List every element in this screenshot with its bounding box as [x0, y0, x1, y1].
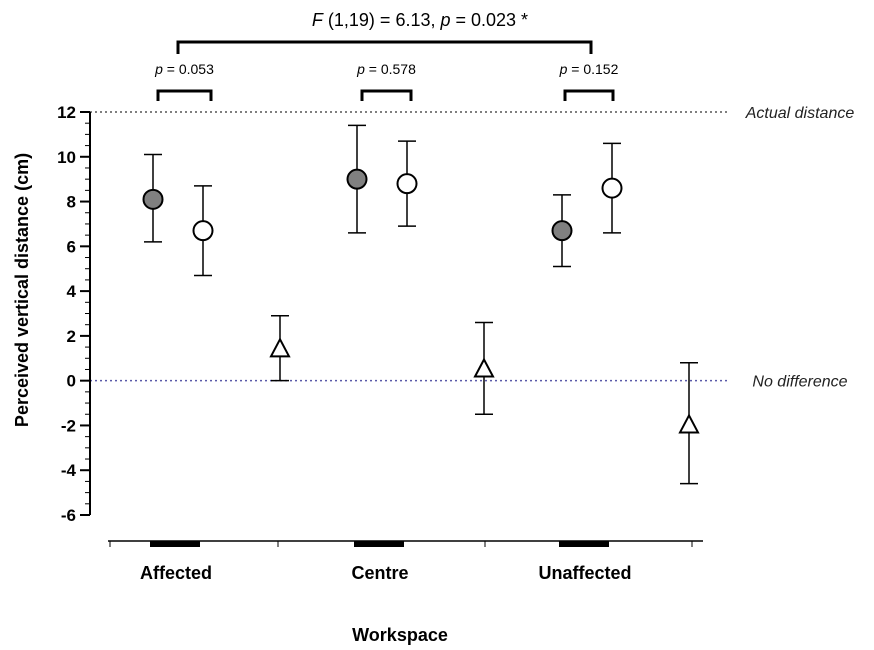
overall-bracket: [176, 40, 593, 54]
data-point-filled: [551, 220, 573, 242]
pair-stat-label: p = 0.053: [154, 61, 214, 77]
x-axis-title: Workspace: [352, 625, 448, 645]
pair-bracket: [156, 89, 213, 101]
data-point-open: [192, 220, 214, 242]
data-point-triangle: [678, 413, 700, 434]
y-axis: 12 10 8 6 4 2 0 -2 -4 -6: [57, 103, 91, 525]
data-point-open: [396, 173, 418, 195]
y-tick-label: 6: [67, 237, 76, 256]
data-point-open: [601, 177, 623, 199]
overall-stat-label: F (1,19) = 6.13, p = 0.023 *: [312, 10, 528, 30]
y-tick-label: 12: [57, 103, 76, 122]
y-tick-label: -2: [61, 416, 76, 435]
significance-annotations: F (1,19) = 6.13, p = 0.023 * p = 0.053 p =…: [154, 10, 619, 101]
data-point-filled: [346, 168, 368, 190]
data-marks: [142, 124, 700, 485]
category-label: Centre: [351, 563, 408, 583]
y-tick-label: 8: [67, 193, 76, 212]
y-tick-label: 10: [57, 148, 76, 167]
category-label: Affected: [140, 563, 212, 583]
x-axis: Affected Centre Unaffected: [108, 540, 703, 583]
y-tick-label: -6: [61, 506, 76, 525]
category-bar: [150, 541, 200, 547]
y-tick-label: 4: [67, 282, 77, 301]
data-point-filled: [142, 188, 164, 210]
pair-bracket: [360, 89, 413, 101]
reference-lines: Actual distance No difference: [90, 105, 854, 391]
pair-stat-label: p = 0.578: [356, 61, 416, 77]
category-bar: [559, 541, 609, 547]
y-tick-label: -4: [61, 461, 77, 480]
data-point-triangle: [473, 357, 495, 378]
reference-line-label: Actual distance: [745, 105, 855, 122]
data-point-triangle: [269, 337, 291, 358]
reference-line-label: No difference: [752, 374, 847, 391]
category-bar: [354, 541, 404, 547]
pair-stat-label: p = 0.152: [559, 61, 619, 77]
y-tick-label: 0: [67, 372, 76, 391]
y-axis-title: Perceived vertical distance (cm): [12, 153, 32, 427]
pair-bracket: [563, 89, 615, 101]
category-label: Unaffected: [538, 563, 631, 583]
y-tick-label: 2: [67, 327, 76, 346]
